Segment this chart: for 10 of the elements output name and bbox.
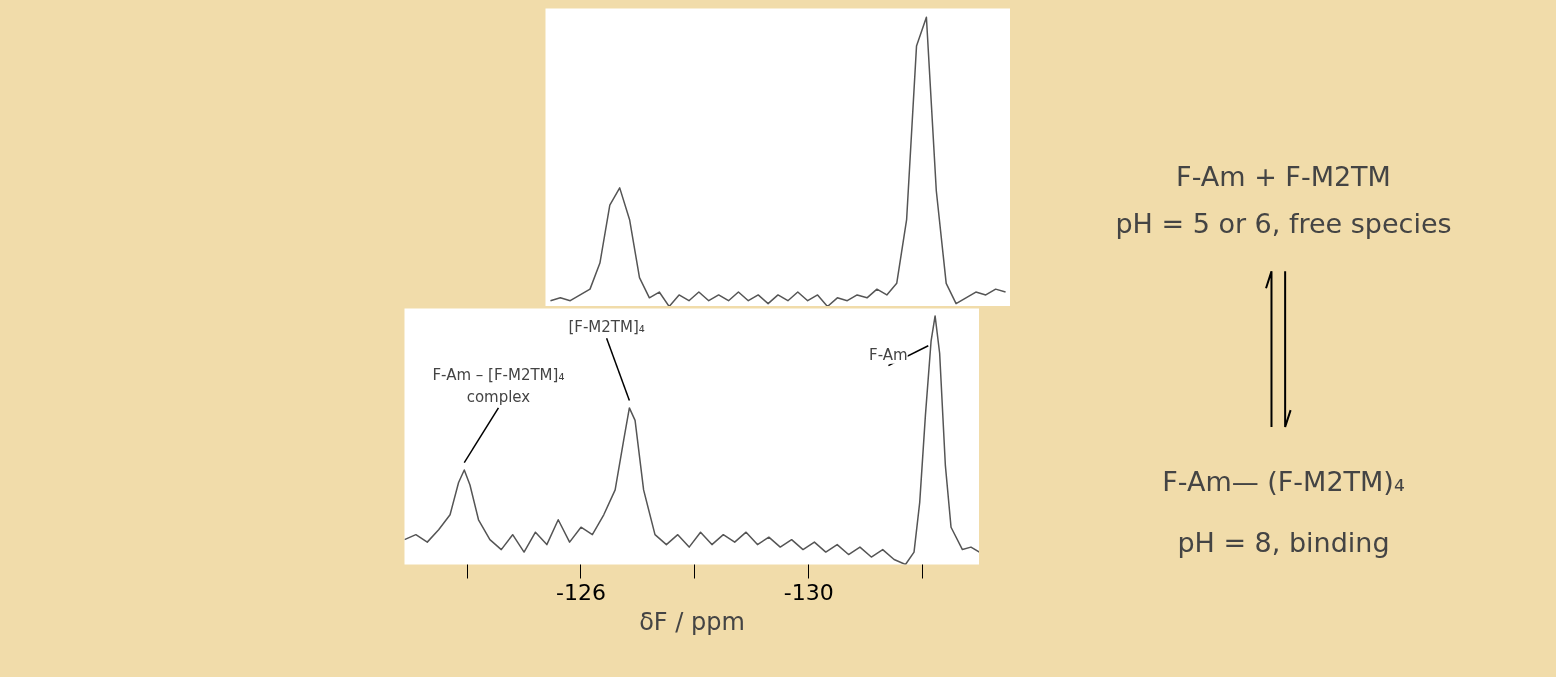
x-tick-label: -130 — [783, 579, 834, 605]
x-tick-label: -126 — [556, 579, 606, 605]
text: pH = 8, binding — [1177, 526, 1390, 558]
text: F-Am + F-M2TM — [1176, 161, 1391, 193]
text: F-Am— (F-M2TM)₄ — [1162, 465, 1405, 497]
x-axis-title: δF / ppm — [639, 607, 745, 636]
annotation: [F-M2TM]₄ — [568, 318, 645, 337]
annotation: F-Am – [F-M2TM]₄ complex — [432, 366, 565, 406]
text: pH = 5 or 6, free species — [1115, 208, 1452, 240]
annotation: F-Am — [869, 345, 908, 364]
